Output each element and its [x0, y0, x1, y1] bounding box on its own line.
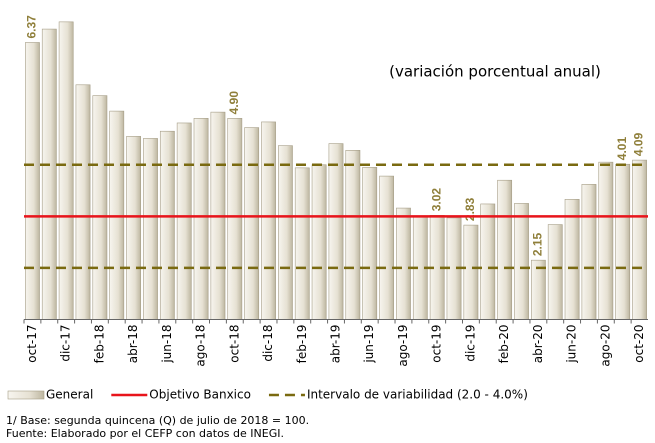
bar [41, 28, 57, 320]
bar [328, 143, 344, 320]
value-label: 4.09 [632, 132, 646, 156]
x-tick-label: dic-17 [59, 325, 73, 362]
value-label: 6.37 [25, 15, 39, 39]
bar [547, 224, 563, 320]
value-label: 4.01 [615, 137, 629, 161]
bar [497, 179, 513, 320]
value-label: 2.15 [531, 232, 545, 256]
bar [159, 130, 175, 320]
x-tick-label: ago-18 [194, 325, 208, 367]
x-tick-label: feb-18 [92, 325, 106, 364]
x-tick-label: abr-18 [126, 325, 140, 364]
bar [581, 184, 597, 320]
bar [244, 127, 260, 320]
bar [463, 224, 479, 320]
note: 1/ Base: segunda quincena (Q) de julio d… [6, 414, 309, 427]
x-tick-label: abr-20 [531, 325, 545, 364]
x-tick-label: ago-20 [598, 325, 612, 367]
x-tick-label: jun-20 [565, 325, 579, 364]
legend-label: Intervalo de variabilidad (2.0 - 4.0%) [307, 388, 528, 402]
x-tick-label: dic-18 [261, 325, 275, 362]
x-tick-label: oct-18 [227, 325, 241, 363]
value-label: 4.90 [227, 91, 241, 115]
chart-subtitle: (variación porcentual anual) [389, 63, 601, 81]
x-tick-label: feb-19 [295, 325, 309, 364]
legend-label: Objetivo Banxico [149, 388, 251, 402]
bar [294, 167, 310, 320]
bar [615, 163, 631, 320]
note: Fuente: Elaborado por el CEFP con datos … [6, 427, 284, 439]
bar [193, 118, 209, 320]
x-tick-label: oct-17 [25, 325, 39, 363]
value-label: 3.02 [429, 188, 443, 212]
x-tick-label: jun-18 [160, 325, 174, 364]
bar [25, 42, 40, 320]
bar [345, 150, 361, 320]
x-tick-label: oct-19 [430, 325, 444, 363]
bar [396, 207, 411, 320]
bar [362, 167, 378, 320]
bar [311, 164, 327, 320]
bar [261, 121, 276, 320]
bar [632, 159, 647, 320]
legend-swatch [7, 390, 45, 400]
bar [58, 21, 74, 320]
x-tick-label: jun-19 [362, 325, 376, 364]
bar [278, 145, 293, 320]
bar [598, 161, 614, 320]
bar [75, 84, 91, 320]
bar [480, 203, 496, 320]
bar [92, 95, 108, 320]
x-tick-label: oct-20 [632, 325, 646, 363]
x-tick-label: dic-19 [463, 325, 477, 362]
bar [176, 122, 192, 320]
bar [227, 118, 243, 320]
x-tick-label: abr-19 [329, 325, 343, 364]
bar [514, 203, 529, 320]
x-tick-label: feb-20 [497, 325, 511, 364]
bar [379, 175, 394, 320]
x-tick-label: ago-19 [396, 325, 410, 367]
legend-label: General [46, 388, 93, 402]
